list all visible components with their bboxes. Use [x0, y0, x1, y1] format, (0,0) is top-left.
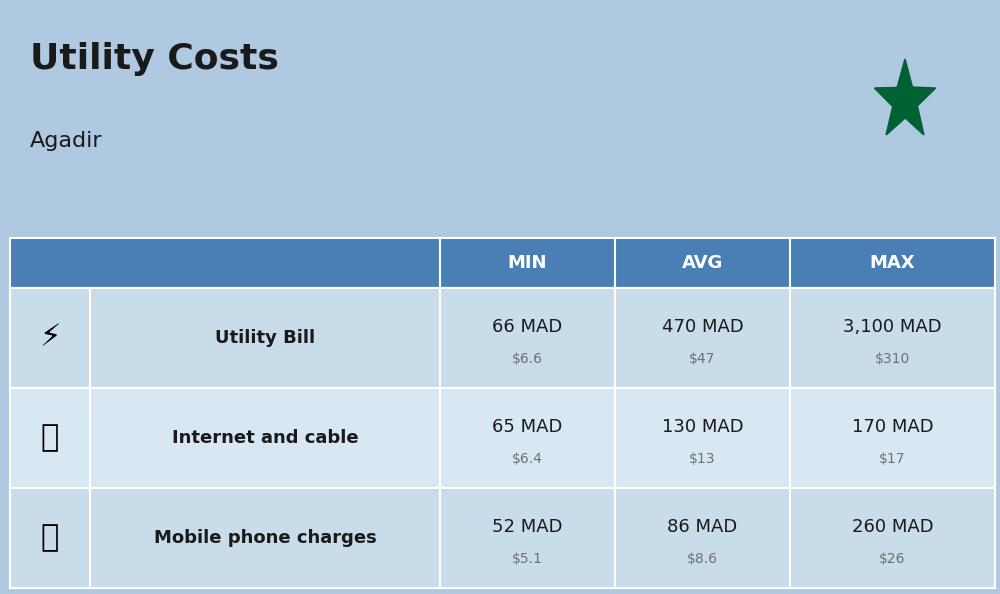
FancyBboxPatch shape — [10, 488, 995, 588]
Text: 📱: 📱 — [41, 523, 59, 552]
Text: 52 MAD: 52 MAD — [492, 519, 563, 536]
FancyBboxPatch shape — [440, 288, 615, 388]
Text: $6.6: $6.6 — [512, 352, 543, 366]
FancyBboxPatch shape — [440, 238, 615, 288]
Text: 86 MAD: 86 MAD — [667, 519, 738, 536]
FancyBboxPatch shape — [615, 238, 790, 288]
Text: MIN: MIN — [508, 254, 547, 272]
FancyBboxPatch shape — [790, 488, 995, 588]
FancyBboxPatch shape — [790, 388, 995, 488]
FancyBboxPatch shape — [790, 238, 995, 288]
FancyBboxPatch shape — [10, 488, 90, 588]
Text: $13: $13 — [689, 452, 716, 466]
Text: 260 MAD: 260 MAD — [852, 519, 933, 536]
Text: 65 MAD: 65 MAD — [492, 418, 563, 437]
Text: $17: $17 — [879, 452, 906, 466]
Text: Mobile phone charges: Mobile phone charges — [154, 529, 376, 547]
FancyBboxPatch shape — [615, 488, 790, 588]
FancyBboxPatch shape — [440, 488, 615, 588]
Text: ⚡: ⚡ — [39, 324, 61, 353]
Text: $26: $26 — [879, 552, 906, 566]
Text: 130 MAD: 130 MAD — [662, 418, 743, 437]
FancyBboxPatch shape — [440, 388, 615, 488]
Text: Utility Costs: Utility Costs — [30, 42, 279, 75]
Text: 3,100 MAD: 3,100 MAD — [843, 318, 942, 336]
Text: 170 MAD: 170 MAD — [852, 418, 933, 437]
FancyBboxPatch shape — [10, 288, 90, 388]
FancyBboxPatch shape — [90, 388, 440, 488]
FancyBboxPatch shape — [615, 288, 790, 388]
FancyBboxPatch shape — [10, 388, 90, 488]
FancyBboxPatch shape — [10, 238, 440, 288]
FancyBboxPatch shape — [10, 388, 995, 488]
Text: $5.1: $5.1 — [512, 552, 543, 566]
FancyBboxPatch shape — [90, 288, 440, 388]
Text: MAX: MAX — [870, 254, 915, 272]
Text: Agadir: Agadir — [30, 131, 103, 151]
FancyBboxPatch shape — [615, 388, 790, 488]
Text: 📡: 📡 — [41, 424, 59, 453]
Text: $8.6: $8.6 — [687, 552, 718, 566]
FancyBboxPatch shape — [90, 488, 440, 588]
Text: AVG: AVG — [682, 254, 723, 272]
Text: Utility Bill: Utility Bill — [215, 329, 315, 347]
PathPatch shape — [875, 59, 935, 135]
Text: $310: $310 — [875, 352, 910, 366]
Text: 66 MAD: 66 MAD — [492, 318, 563, 336]
Text: 470 MAD: 470 MAD — [662, 318, 743, 336]
Text: Internet and cable: Internet and cable — [172, 429, 358, 447]
Text: $6.4: $6.4 — [512, 452, 543, 466]
FancyBboxPatch shape — [790, 288, 995, 388]
FancyBboxPatch shape — [10, 288, 995, 388]
Text: $47: $47 — [689, 352, 716, 366]
